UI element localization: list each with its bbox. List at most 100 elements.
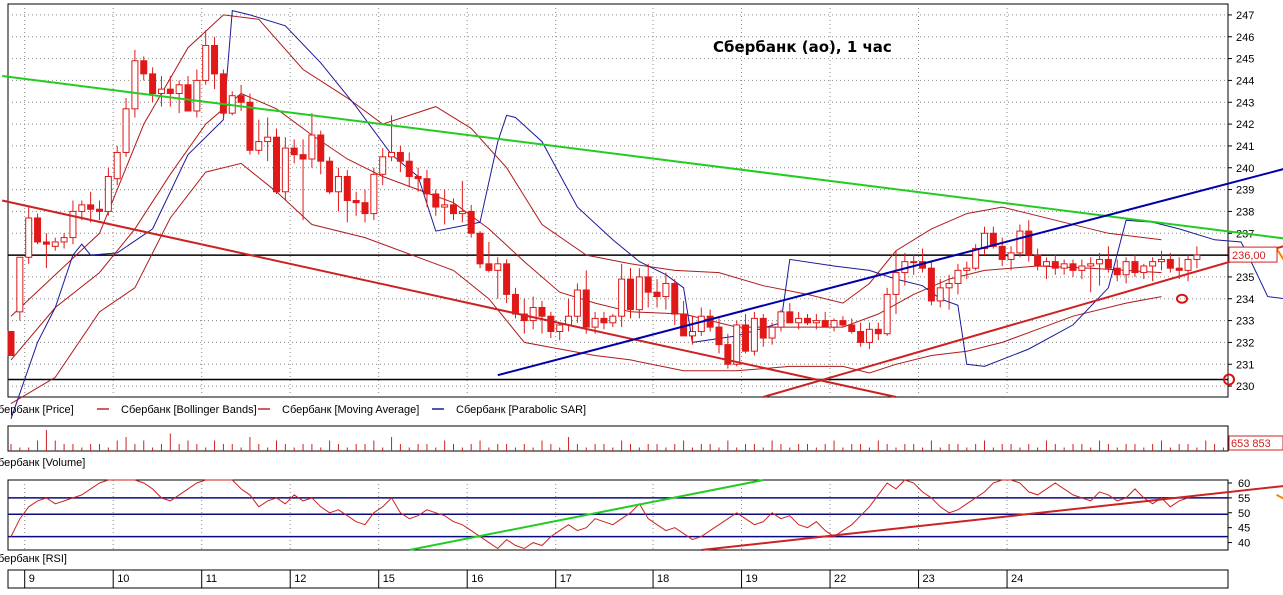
candle-body: [981, 232, 988, 250]
rsi-y-tick-label: 40: [1238, 538, 1250, 550]
candle-body: [910, 261, 918, 264]
candle-body: [662, 282, 670, 298]
candle-body: [34, 217, 42, 243]
candle-body: [122, 108, 130, 153]
x-axis-label: 9: [29, 573, 35, 585]
candle-body: [51, 241, 59, 247]
chart-title: Сбербанк (ао), 1 час: [713, 38, 892, 56]
candle-body: [60, 237, 68, 243]
candle-body: [175, 84, 183, 95]
bollinger-upper-line: [10, 14, 1162, 317]
candle-body: [1193, 254, 1201, 260]
legend-label: бербанк [Price]: [0, 404, 74, 416]
candle-body: [839, 320, 847, 326]
price-y-tick-label: 235: [1236, 272, 1254, 284]
candle-body: [308, 134, 316, 160]
price-y-tick-label: 242: [1236, 119, 1254, 131]
candle-body: [600, 317, 608, 324]
candle-body: [441, 204, 449, 208]
candle-body: [255, 141, 263, 151]
rsi-y-tick-label: 60: [1238, 478, 1250, 490]
candle-body: [379, 156, 387, 175]
target-circle: [1176, 293, 1188, 304]
price-trendline: [1, 199, 897, 398]
candle-body: [945, 282, 953, 289]
candle-body: [414, 175, 422, 180]
candle-body: [352, 200, 360, 204]
candle-body: [804, 317, 811, 324]
candle-body: [1104, 258, 1112, 269]
candle-body: [423, 178, 431, 195]
candle-body: [334, 175, 342, 193]
candle-body: [582, 289, 590, 328]
rsi-legend-label: бербанк [RSI]: [0, 553, 67, 565]
candle-body: [874, 328, 882, 335]
price-pane: 2302312322332342352362372382392402412422…: [0, 3, 1283, 419]
x-axis-label: 23: [923, 573, 935, 585]
candle-body: [742, 324, 750, 352]
rsi-y-tick-label: 45: [1238, 523, 1250, 535]
legend-label: Сбербанк [Parabolic SAR]: [456, 404, 586, 416]
candle-body: [1175, 267, 1183, 271]
candle-body: [140, 60, 148, 75]
candle-body: [777, 311, 785, 328]
candle-body: [467, 210, 475, 234]
x-axis-label: 22: [834, 573, 846, 585]
candle-body: [989, 232, 997, 247]
candle-body: [520, 313, 528, 322]
price-trendline: [1275, 247, 1283, 261]
candle-body: [733, 324, 741, 365]
candle-body: [1078, 265, 1086, 271]
candle-body: [202, 44, 210, 81]
candle-body: [1034, 254, 1042, 267]
x-axis-label: 11: [206, 573, 217, 585]
candle-body: [1122, 261, 1130, 276]
candle-body: [865, 328, 873, 343]
price-y-tick-label: 234: [1236, 294, 1254, 306]
candle-body: [343, 175, 351, 202]
candle-body: [1113, 267, 1121, 276]
rsi-trendline: [409, 479, 764, 551]
price-y-tick-label: 245: [1236, 54, 1254, 66]
candle-body: [246, 101, 254, 151]
x-axis-label: 17: [560, 573, 572, 585]
candle-body: [963, 267, 971, 271]
candle-body: [1158, 258, 1165, 263]
candle-body: [96, 208, 103, 212]
candle-body: [69, 210, 77, 239]
x-axis-label: 15: [383, 573, 395, 585]
bollinger-lower-line: [10, 162, 1162, 405]
candle-body: [476, 232, 484, 265]
candle-body: [503, 263, 511, 295]
price-y-tick-label: 244: [1236, 75, 1254, 87]
x-axis-label: 18: [657, 573, 669, 585]
current-price-label: 236,00: [1232, 250, 1266, 262]
candle-body: [547, 315, 555, 333]
candle-body: [78, 204, 86, 212]
x-axis: 9 10 11 12 15 16 17 18 19 22 23 24: [7, 569, 1229, 589]
candle-body: [609, 315, 617, 324]
candle-body: [715, 326, 723, 346]
candle-body: [361, 202, 369, 215]
candle-body: [290, 147, 298, 156]
candle-body: [706, 315, 714, 328]
candle-body: [848, 324, 856, 333]
candle-body: [627, 278, 634, 311]
candle-body: [317, 134, 325, 162]
candle-body: [644, 276, 652, 293]
x-axis-label: 19: [746, 573, 758, 585]
candle-body: [529, 306, 537, 322]
x-axis-label: 16: [471, 573, 483, 585]
price-y-tick-label: 231: [1236, 359, 1254, 371]
candle-body: [396, 151, 404, 162]
price-frame: [7, 3, 1229, 398]
price-y-tick-label: 243: [1236, 97, 1254, 109]
candle-body: [795, 317, 803, 324]
candle-body: [1069, 263, 1077, 271]
candle-body: [635, 276, 643, 311]
candle-body: [281, 147, 289, 193]
candle-body: [1096, 258, 1104, 265]
current-price-box: [1228, 246, 1278, 263]
candle-body: [193, 79, 201, 112]
candle-body: [25, 217, 33, 258]
